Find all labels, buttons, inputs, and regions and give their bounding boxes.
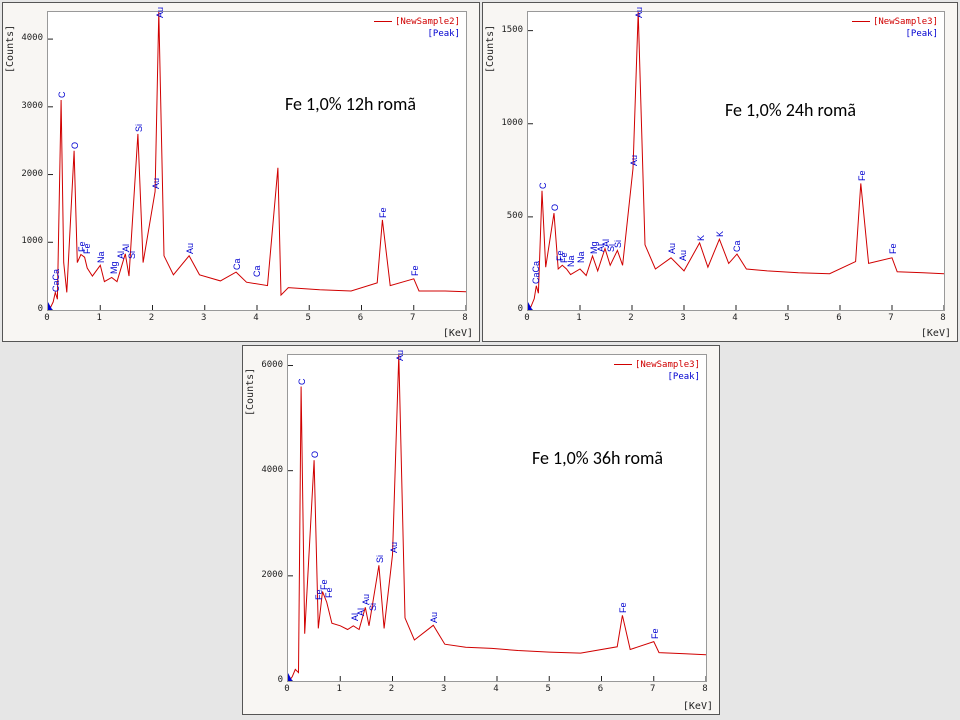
plot-area: CaCaCOFeFeNaMgAlAlSiSiAuAuAuCaCaFeFe[New… bbox=[47, 11, 467, 311]
y-tick-label: 1000 bbox=[5, 236, 43, 246]
y-tick-label: 500 bbox=[485, 211, 523, 221]
x-axis-label: [KeV] bbox=[443, 328, 473, 339]
legend-peak: [Peak] bbox=[374, 28, 460, 40]
x-tick-label: 0 bbox=[284, 684, 289, 694]
y-tick-label: 0 bbox=[5, 304, 43, 314]
panel-overlay-title: Fe 1,0% 12h romã bbox=[285, 93, 416, 115]
y-tick-label: 6000 bbox=[245, 360, 283, 370]
legend-sample: [NewSample3] bbox=[852, 16, 938, 28]
y-tick-label: 1500 bbox=[485, 25, 523, 35]
x-tick-label: 3 bbox=[441, 684, 446, 694]
y-tick-label: 3000 bbox=[5, 101, 43, 111]
x-tick-label: 8 bbox=[462, 313, 467, 323]
x-tick-label: 3 bbox=[680, 313, 685, 323]
legend-peak: [Peak] bbox=[614, 371, 700, 383]
x-tick-label: 5 bbox=[306, 313, 311, 323]
x-tick-label: 6 bbox=[598, 684, 603, 694]
y-tick-label: 4000 bbox=[245, 465, 283, 475]
eds-panel-p12h: [Counts]CaCaCOFeFeNaMgAlAlSiSiAuAuAuCaCa… bbox=[2, 2, 480, 342]
x-tick-label: 7 bbox=[888, 313, 893, 323]
eds-panel-p24h: [Counts]CaCaCOFeFeNaNaMgAlAlSiSiAuAuAuAu… bbox=[482, 2, 958, 342]
y-tick-label: 2000 bbox=[245, 570, 283, 580]
plot-area: COFeFeFeAlAlAuSiSiAuAuAuFeFe[NewSample3]… bbox=[287, 354, 707, 682]
plot-area: CaCaCOFeFeNaNaMgAlAlSiSiAuAuAuAuKKCaFeFe… bbox=[527, 11, 945, 311]
x-tick-label: 6 bbox=[836, 313, 841, 323]
legend-box: [NewSample3][Peak] bbox=[614, 359, 700, 383]
x-tick-label: 1 bbox=[337, 684, 342, 694]
panel-overlay-title: Fe 1,0% 36h romã bbox=[532, 447, 663, 469]
x-tick-label: 8 bbox=[940, 313, 945, 323]
y-tick-label: 1000 bbox=[485, 118, 523, 128]
x-tick-label: 8 bbox=[702, 684, 707, 694]
x-tick-label: 1 bbox=[576, 313, 581, 323]
x-tick-label: 0 bbox=[524, 313, 529, 323]
x-tick-label: 5 bbox=[784, 313, 789, 323]
spectrum-line bbox=[48, 12, 466, 310]
legend-sample: [NewSample2] bbox=[374, 16, 460, 28]
panel-overlay-title: Fe 1,0% 24h romã bbox=[725, 99, 856, 121]
x-tick-label: 7 bbox=[650, 684, 655, 694]
figure-canvas: { "figure": { "width": 960, "height": 72… bbox=[0, 0, 960, 720]
x-tick-label: 4 bbox=[732, 313, 737, 323]
x-tick-label: 0 bbox=[44, 313, 49, 323]
legend-box: [NewSample2][Peak] bbox=[374, 16, 460, 40]
x-tick-label: 2 bbox=[389, 684, 394, 694]
x-axis-label: [KeV] bbox=[683, 701, 713, 712]
x-tick-label: 1 bbox=[97, 313, 102, 323]
legend-sample: [NewSample3] bbox=[614, 359, 700, 371]
spectrum-line bbox=[288, 355, 706, 681]
x-tick-label: 3 bbox=[201, 313, 206, 323]
legend-box: [NewSample3][Peak] bbox=[852, 16, 938, 40]
x-tick-label: 6 bbox=[358, 313, 363, 323]
eds-panel-p36h: [Counts]COFeFeFeAlAlAuSiSiAuAuAuFeFe[New… bbox=[242, 345, 720, 715]
y-tick-label: 4000 bbox=[5, 33, 43, 43]
x-tick-label: 2 bbox=[149, 313, 154, 323]
y-tick-label: 2000 bbox=[5, 169, 43, 179]
y-tick-label: 0 bbox=[485, 304, 523, 314]
spectrum-line bbox=[528, 12, 944, 310]
x-tick-label: 2 bbox=[628, 313, 633, 323]
x-tick-label: 4 bbox=[253, 313, 258, 323]
y-tick-label: 0 bbox=[245, 675, 283, 685]
x-axis-label: [KeV] bbox=[921, 328, 951, 339]
x-tick-label: 5 bbox=[546, 684, 551, 694]
legend-peak: [Peak] bbox=[852, 28, 938, 40]
x-tick-label: 7 bbox=[410, 313, 415, 323]
x-tick-label: 4 bbox=[493, 684, 498, 694]
